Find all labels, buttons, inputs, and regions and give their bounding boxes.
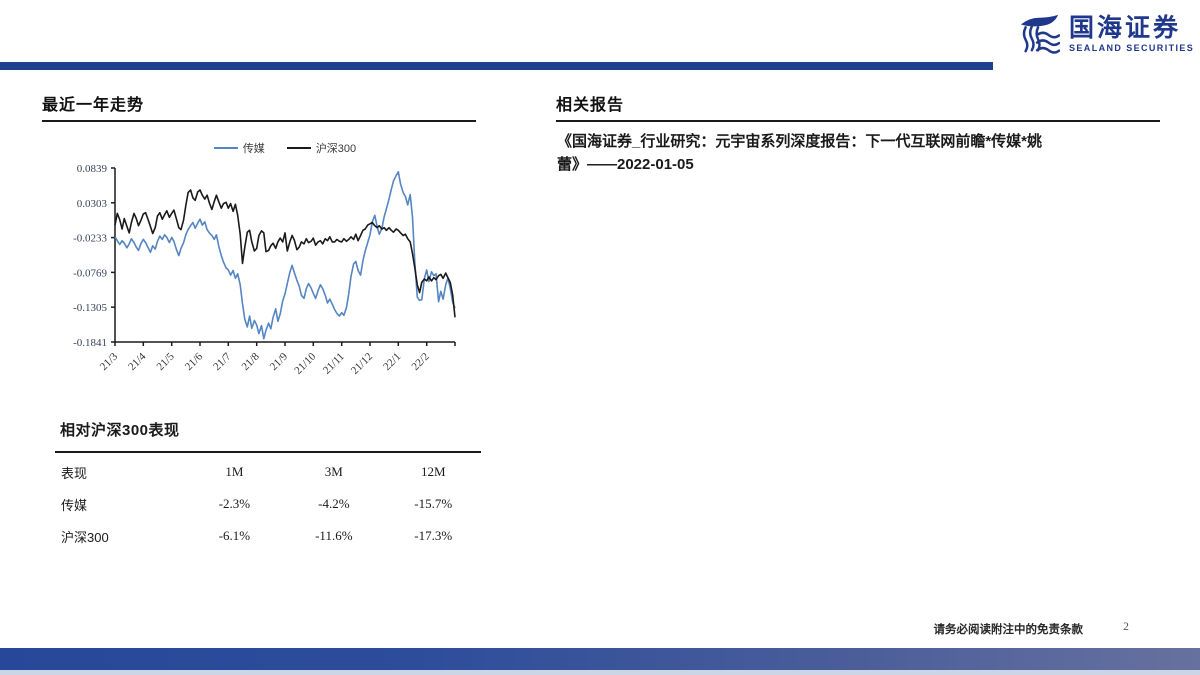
svg-text:21/11: 21/11 — [321, 351, 347, 377]
svg-text:21/8: 21/8 — [240, 350, 263, 373]
chart-axes — [111, 167, 456, 346]
legend-swatch-icon — [213, 147, 238, 149]
cell-media-1m: -2.3% — [218, 496, 251, 511]
header-divider-bar — [0, 62, 993, 70]
col-header-3m: 3M — [324, 464, 343, 479]
svg-text:21/3: 21/3 — [98, 350, 121, 373]
sealand-wave-icon — [1020, 14, 1060, 54]
cell-media-12m: -15.7% — [414, 496, 453, 511]
svg-text:21/9: 21/9 — [268, 350, 291, 373]
legend-item-沪深300: 沪深300 — [286, 140, 357, 156]
row-label: 传媒 — [61, 497, 88, 513]
chart-legend: 传媒 沪深300 — [115, 140, 455, 156]
svg-text:21/5: 21/5 — [155, 350, 178, 373]
series-line-沪深300 — [114, 189, 456, 318]
y-axis-labels: 0.0839 0.0303 -0.0233 -0.0769 -0.1305 -0.1841 — [73, 163, 107, 349]
footer-light-strip — [0, 670, 1200, 675]
performance-table-title: 相对沪深300表现 — [60, 422, 180, 439]
disclaimer-text: 请务必阅读附注中的免责条款 — [933, 624, 1084, 636]
svg-text:-0.0233: -0.0233 — [73, 233, 107, 245]
chart-section-title: 最近一年走势 — [42, 97, 145, 114]
svg-text:0.0839: 0.0839 — [77, 163, 108, 175]
svg-text:21/4: 21/4 — [126, 350, 149, 373]
legend-label: 沪深300 — [315, 143, 357, 155]
series-line-传媒 — [114, 170, 456, 340]
related-reports-underline — [556, 120, 1160, 122]
col-header-12m: 12M — [420, 464, 446, 479]
svg-text:22/1: 22/1 — [381, 351, 403, 373]
legend-swatch-icon — [286, 147, 311, 149]
col-header-1m: 1M — [225, 464, 244, 479]
table-row-media: 传媒 -2.3% -4.2% -15.7% — [55, 488, 483, 520]
brand-text: 国海证券 SEALAND SECURITIES — [1069, 15, 1194, 53]
page-number: 2 — [1123, 621, 1129, 633]
svg-text:22/2: 22/2 — [410, 351, 432, 373]
svg-text:-0.1305: -0.1305 — [73, 302, 107, 314]
brand-name-cn: 国海证券 — [1069, 14, 1182, 42]
footer-gradient-bar — [0, 648, 1200, 670]
cell-csi300-1m: -6.1% — [218, 528, 251, 543]
performance-table-rule — [55, 451, 481, 453]
brand-logo: 国海证券 SEALAND SECURITIES — [1018, 12, 1194, 56]
svg-text:0.0303: 0.0303 — [77, 198, 108, 210]
table-header-row: 表现 1M 3M 12M — [55, 456, 483, 488]
table-row-csi300: 沪深300 -6.1% -11.6% -17.3% — [55, 520, 483, 552]
cell-csi300-3m: -11.6% — [315, 528, 353, 543]
svg-text:-0.1841: -0.1841 — [73, 337, 107, 349]
brand-name-en: SEALAND SECURITIES — [1069, 43, 1195, 53]
row-label: 沪深300 — [61, 529, 109, 545]
cell-media-3m: -4.2% — [318, 496, 350, 511]
svg-text:21/10: 21/10 — [292, 350, 319, 377]
x-axis-labels: 21/3 21/4 21/5 21/6 21/7 21/8 21/9 21/10 21/11 21… — [98, 350, 432, 377]
legend-label: 传媒 — [242, 143, 265, 155]
chart-section-underline — [42, 120, 476, 122]
col-header-metric: 表现 — [61, 465, 88, 481]
svg-text:21/6: 21/6 — [183, 350, 206, 373]
trend-line-chart: 0.0839 0.0303 -0.0233 -0.0769 -0.1305 -0.1841… — [73, 163, 456, 377]
performance-table: 表现 1M 3M 12M 传媒 -2.3% -4.2% -15.7% 沪深300… — [55, 456, 483, 552]
svg-text:21/12: 21/12 — [349, 351, 375, 377]
related-reports-title: 相关报告 — [556, 97, 625, 114]
svg-text:21/7: 21/7 — [211, 350, 234, 373]
related-report-entry: 《国海证券_行业研究：元宇宙系列深度报告：下一代互联网前瞻*传媒*姚蕾》——20… — [557, 133, 1043, 173]
svg-text:-0.0769: -0.0769 — [73, 267, 107, 279]
legend-item-传媒: 传媒 — [213, 140, 265, 156]
cell-csi300-12m: -17.3% — [414, 528, 453, 543]
